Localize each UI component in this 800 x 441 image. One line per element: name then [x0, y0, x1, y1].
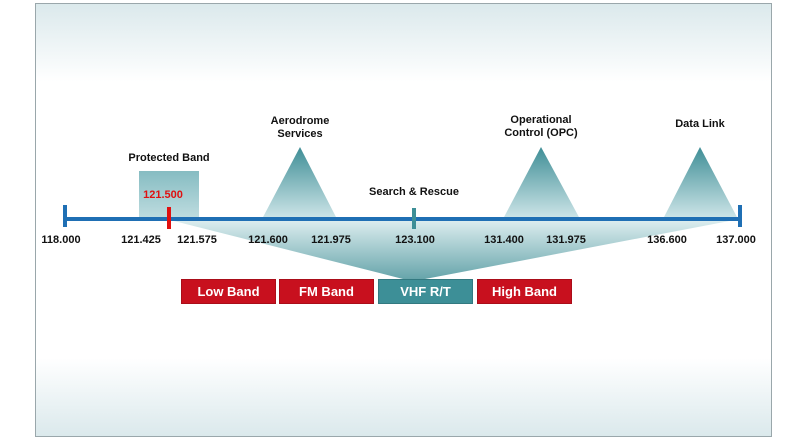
aerodrome-triangle — [262, 147, 337, 219]
data-link-label: Data Link — [675, 118, 725, 130]
protected-band-label: Protected Band — [128, 152, 210, 164]
vhf-rt-box: VHF R/T — [378, 279, 473, 304]
aerodrome-label-line-1: Aerodrome — [270, 115, 330, 127]
data-link-triangle — [663, 147, 738, 219]
protected-center-freq: 121.500 — [143, 189, 183, 201]
opc-label-line-1: Operational — [510, 114, 572, 126]
tick-137000: 137.000 — [716, 234, 756, 246]
aerodrome-label: Aerodrome Services — [271, 115, 330, 141]
tick-121575: 121.575 — [177, 234, 217, 246]
opc-triangle — [503, 147, 580, 219]
tick-121600: 121.600 — [248, 234, 288, 246]
tick-121425: 121.425 — [121, 234, 161, 246]
aerodrome-label-line-2: Services — [277, 128, 323, 140]
tick-131975: 131.975 — [546, 234, 586, 246]
low-band-box: Low Band — [181, 279, 276, 304]
search-rescue-label: Search & Rescue — [369, 186, 459, 198]
high-band-box: High Band — [477, 279, 572, 304]
opc-label-line-2: Control (OPC) — [504, 127, 578, 139]
vhf-fan-shape — [166, 219, 740, 279]
fm-band-box: FM Band — [279, 279, 374, 304]
tick-131400: 131.400 — [484, 234, 524, 246]
tick-136600: 136.600 — [647, 234, 687, 246]
opc-label: Operational Control (OPC) — [504, 114, 577, 140]
tick-121975: 121.975 — [311, 234, 351, 246]
tick-123100: 123.100 — [395, 234, 435, 246]
tick-118000: 118.000 — [41, 234, 81, 246]
